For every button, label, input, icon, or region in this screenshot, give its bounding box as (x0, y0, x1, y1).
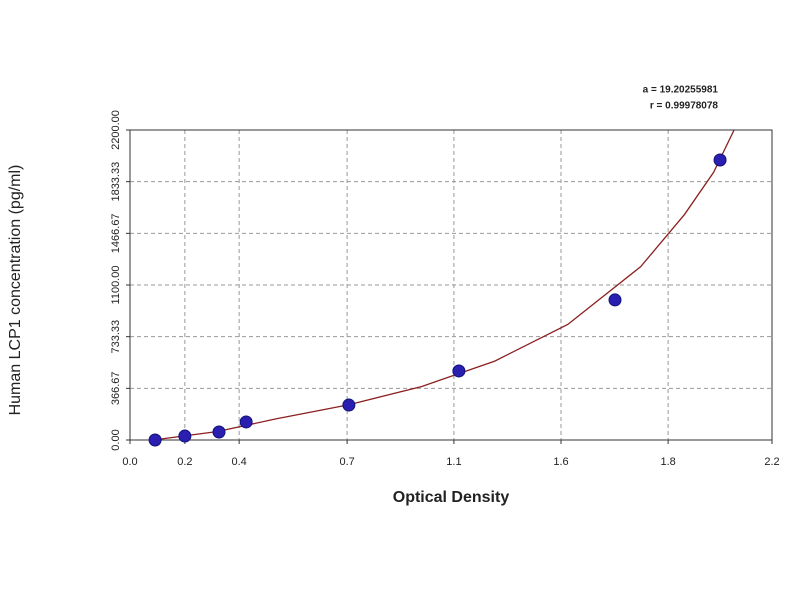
plot-frame (129, 129, 773, 441)
y-tick-label: 1833.33 (110, 162, 122, 202)
data-point (713, 153, 727, 167)
data-point (608, 293, 622, 307)
y-tick-label: 366.67 (110, 372, 122, 406)
data-point (452, 364, 466, 378)
x-axis-label: Optical Density (393, 489, 510, 506)
fit-curve (153, 129, 735, 441)
y-tick-label: 1100.00 (110, 266, 122, 305)
annotation: a = 19.20255981 (643, 85, 719, 96)
data-point (178, 429, 192, 443)
x-tick-label: 0.7 (339, 456, 354, 468)
x-tick-label: 0.0 (122, 456, 137, 468)
x-tick-label: 2.2 (764, 456, 779, 468)
y-tick-label: 0.00 (110, 429, 122, 450)
x-tick-label: 1.8 (660, 456, 675, 468)
x-tick-label: 1.6 (553, 456, 568, 468)
data-point (239, 415, 253, 429)
x-tick-label: 0.4 (231, 456, 246, 468)
data-point (212, 425, 226, 439)
plot-area (130, 130, 772, 440)
y-tick-label: 2200.00 (110, 110, 122, 150)
y-tick-label: 1466.67 (110, 213, 122, 253)
y-tick-label: 733.33 (110, 320, 122, 354)
annotation: r = 0.99978078 (650, 101, 719, 112)
x-tick-label: 0.2 (177, 456, 192, 468)
y-axis-label: Human LCP1 concentration (pg/ml) (7, 165, 24, 416)
data-point (342, 398, 356, 412)
data-point (148, 433, 162, 447)
x-tick-label: 1.1 (446, 456, 461, 468)
